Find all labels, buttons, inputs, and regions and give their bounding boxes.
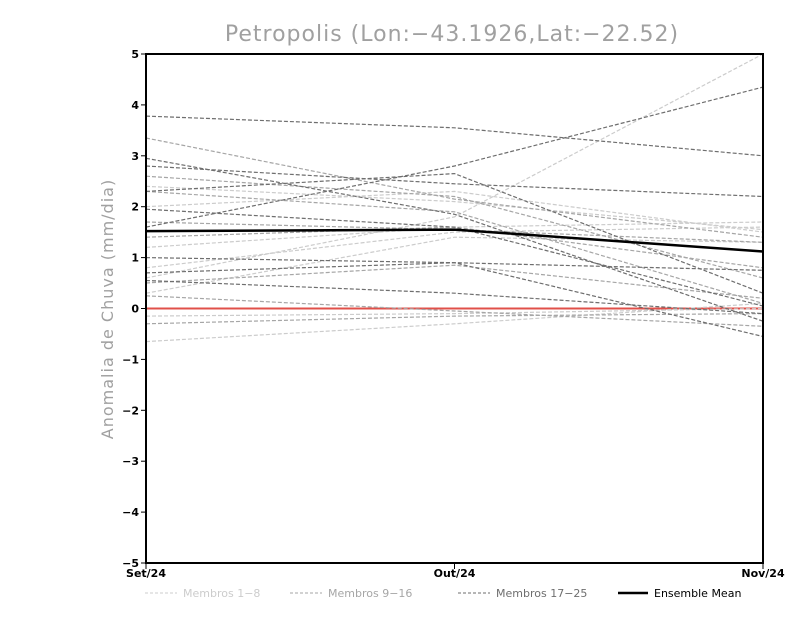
series-line-membro-17-25-18 (145, 172, 764, 294)
series-line-membro-17-25-17 (145, 157, 764, 322)
y-tick-label: 5 (131, 48, 139, 61)
series-line-membro-17-25-22 (145, 208, 764, 307)
chart-title: Petropolis (Lon:−43.1926,Lat:−22.52) (225, 22, 679, 47)
series-line-membro-9-16-15 (145, 264, 764, 299)
series-line-membro-17-25-20 (145, 262, 764, 274)
series-line-membro-9-16-14 (145, 190, 764, 304)
y-tick-label: 4 (131, 99, 139, 112)
series-line-membro-1-8-5 (145, 190, 764, 233)
y-axis: −5 −4 −3 −2 −1 0 1 2 3 4 5 (122, 48, 146, 570)
y-tick-label: −2 (122, 404, 139, 417)
series-line-membro-17-25-19 (145, 86, 764, 228)
series-line-ensemble-mean (145, 228, 764, 253)
series-line-membro-1-8-7 (145, 307, 764, 317)
series-line-membro-9-16-9 (145, 175, 764, 279)
series-line-membro-17-25-24 (145, 257, 764, 338)
legend-label: Membros 9−16 (328, 587, 412, 600)
y-tick-label: 3 (131, 150, 139, 163)
y-axis-label: Anomalia de Chuva (mm/dia) (98, 179, 117, 439)
series-line-membro-1-8-0 (145, 302, 764, 343)
series-line-membro-1-8-6 (145, 236, 764, 294)
y-tick-label: 1 (131, 252, 139, 265)
series-line-membro-17-25-21 (145, 279, 764, 315)
legend-label: Membros 1−8 (183, 587, 260, 600)
x-axis: Set/24 Out/24 Nov/24 (126, 563, 785, 580)
y-tick-label: −4 (122, 506, 139, 519)
legend-label: Ensemble Mean (654, 587, 741, 600)
legend-label: Membros 17−25 (496, 587, 587, 600)
series-layer (145, 53, 764, 343)
series-line-membro-1-8-4 (145, 226, 764, 269)
y-tick-label: −1 (122, 353, 139, 366)
series-line-membro-9-16-12 (145, 313, 764, 325)
y-tick-label: −5 (122, 557, 139, 570)
x-tick-label: Set/24 (126, 567, 166, 580)
x-tick-label: Out/24 (434, 567, 476, 580)
series-line-membro-17-25-23 (145, 165, 764, 198)
legend: Membros 1−8 Membros 9−16 Membros 17−25 Ense… (145, 587, 741, 600)
y-tick-label: 0 (131, 303, 139, 316)
series-line-membro-9-16-10 (145, 226, 764, 269)
series-line-membro-9-16-11 (145, 295, 764, 327)
series-line-membro-1-8-3 (145, 185, 764, 231)
series-line-membro-9-16-8 (145, 137, 764, 238)
series-line-membro-9-16-13 (145, 221, 764, 243)
y-tick-label: 2 (131, 201, 139, 214)
series-line-membro-1-8-1 (145, 53, 764, 279)
x-tick-label: Nov/24 (741, 567, 785, 580)
y-tick-label: −3 (122, 455, 139, 468)
series-line-membro-17-25-16 (145, 115, 764, 157)
